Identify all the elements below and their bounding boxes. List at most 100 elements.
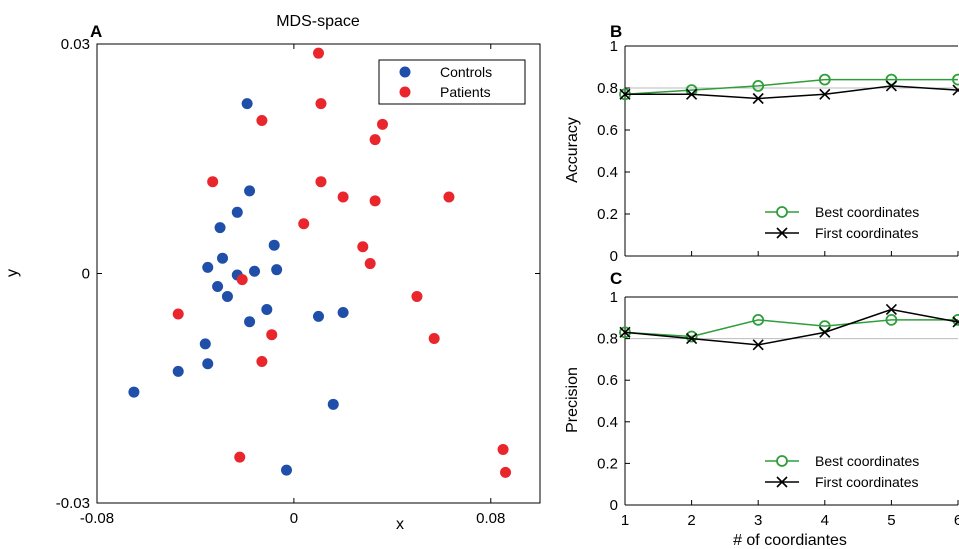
precision-point-best-coordinates: [818, 320, 831, 333]
scatter-point-controls: [327, 398, 339, 410]
precision-y-tick-label: 0.6: [597, 372, 618, 389]
scatter-point-controls: [217, 252, 229, 264]
scatter-point-controls: [244, 185, 256, 197]
scatter-point-patients: [266, 329, 278, 341]
accuracy-legend-label-first-coordinates: First coordinates: [815, 225, 918, 241]
scatter-point-controls: [268, 239, 280, 251]
accuracy-point-best-coordinates: [752, 80, 765, 92]
scatter-point-patients: [357, 241, 369, 253]
legend-label-patients: Patients: [440, 84, 491, 100]
accuracy-legend-marker-first-coordinates: [776, 227, 788, 239]
precision-y-tick-label: 0.8: [597, 331, 618, 348]
accuracy-point-best-coordinates: [885, 73, 898, 86]
legend-marker-controls: [399, 66, 411, 78]
precision-point-first-coordinates: [619, 326, 631, 338]
scatter-point-patients: [172, 308, 184, 320]
scatter-x-axis-label: x: [396, 516, 404, 533]
precision-legend-label-first-coordinates: First coordinates: [815, 474, 918, 490]
scatter-point-patients: [364, 258, 376, 270]
scatter-point-patients: [428, 333, 440, 345]
scatter-point-controls: [128, 386, 140, 398]
accuracy-point-first-coordinates: [752, 92, 764, 105]
scatter-x-tick-label: 0: [290, 510, 298, 527]
scatter-point-controls: [337, 307, 349, 319]
scatter-point-patients: [443, 191, 455, 203]
accuracy-point-first-coordinates: [819, 88, 831, 100]
precision-y-tick-label: 0: [610, 497, 618, 514]
scatter-point-patients: [337, 191, 349, 203]
scatter-point-controls: [313, 310, 324, 322]
scatter-point-patients: [369, 195, 381, 207]
panel-a-letter: A: [90, 22, 102, 41]
scatter-point-patients: [207, 176, 219, 188]
precision-y-tick-label: 0.4: [597, 414, 618, 431]
precision-y-tick-label: 1: [610, 289, 618, 306]
scatter-point-controls: [172, 365, 184, 377]
precision-point-best-coordinates: [752, 313, 765, 326]
scatter-y-tick-label: -0.03: [56, 495, 90, 512]
scatter-layer: -0.08 0 0.08 -0.03 0 0.03: [56, 36, 540, 527]
accuracy-legend-label-best-coordinates: Best coordinates: [815, 204, 919, 220]
accuracy-point-best-coordinates: [818, 73, 831, 86]
accuracy-point-first-coordinates: [885, 80, 897, 92]
accuracy-point-best-coordinates: [952, 73, 959, 86]
panel-b-letter: B: [610, 22, 622, 41]
precision-point-first-coordinates: [952, 316, 959, 328]
precision-x-tick-label: 6: [954, 512, 959, 529]
accuracy-point-first-coordinates: [686, 88, 698, 100]
precision-x-tick-label: 2: [687, 512, 695, 529]
scatter-point-patients: [315, 176, 327, 188]
accuracy-y-tick-label: 1: [610, 38, 618, 55]
precision-point-best-coordinates: [952, 313, 959, 326]
scatter-point-patients: [313, 47, 324, 59]
precision-line-best-coordinates: [624, 319, 958, 338]
precision-legend-label-best-coordinates: Best coordinates: [815, 453, 919, 469]
accuracy-y-tick-label: 0.2: [597, 206, 618, 223]
scatter-point-patients: [500, 466, 512, 478]
accuracy-y-tick-label: 0.4: [597, 164, 618, 181]
scatter-x-tick-label: 0.08: [476, 510, 505, 527]
scatter-point-controls: [281, 464, 293, 476]
scatter-point-patients: [236, 274, 248, 286]
scatter-point-patients: [497, 443, 509, 455]
precision-x-tick-label: 4: [821, 512, 829, 529]
scatter-point-patients: [298, 218, 310, 230]
precision-point-first-coordinates: [686, 333, 698, 345]
accuracy-y-tick-label: 0.6: [597, 122, 618, 139]
scatter-point-controls: [231, 206, 243, 218]
precision-x-tick-label: 1: [621, 512, 629, 529]
scatter-point-controls: [214, 222, 226, 234]
coordinates-x-axis-label: # of coordiantes: [733, 532, 847, 549]
scatter-point-controls: [202, 358, 214, 370]
precision-point-first-coordinates: [819, 326, 831, 338]
scatter-x-tick-label: -0.08: [80, 510, 114, 527]
scatter-point-controls: [221, 290, 233, 302]
scatter-point-patients: [376, 118, 388, 130]
scatter-point-controls: [271, 264, 283, 276]
accuracy-y-tick-label: 0.8: [597, 80, 618, 97]
scatter-y-axis-label: y: [4, 269, 21, 277]
precision-point-first-coordinates: [752, 339, 764, 351]
scatter-point-controls: [261, 303, 273, 315]
precision-chart: 0 0.2 0.4 0.6 0.8 1 1 2 3 4 5 6 Best coordinates Firs…: [597, 289, 959, 529]
scatter-title: MDS-space: [276, 13, 360, 30]
precision-legend-marker-first-coordinates: [776, 476, 788, 488]
scatter-point-patients: [256, 115, 268, 126]
scatter-point-controls: [212, 281, 224, 293]
scatter-y-tick-label: 0: [82, 266, 90, 283]
scatter-y-tick-label: 0.03: [61, 36, 90, 53]
accuracy-chart: 0 0.2 0.4 0.6 0.8 1 Best coordinates First coor…: [597, 38, 959, 265]
precision-y-axis-label: Precision: [564, 367, 581, 433]
accuracy-line-first-coordinates: [625, 85, 959, 100]
accuracy-legend-marker-best-coordinates: [776, 206, 788, 218]
scatter-point-controls: [249, 265, 261, 277]
accuracy-y-axis-label: Accuracy: [564, 117, 581, 183]
panel-c-letter: C: [610, 269, 622, 288]
precision-point-best-coordinates: [685, 330, 698, 343]
scatter-plot-area: [96, 43, 541, 504]
scatter-point-patients: [234, 451, 246, 463]
scatter-point-controls: [199, 338, 211, 350]
scatter-point-patients: [256, 355, 268, 367]
scatter-point-controls: [202, 261, 214, 273]
